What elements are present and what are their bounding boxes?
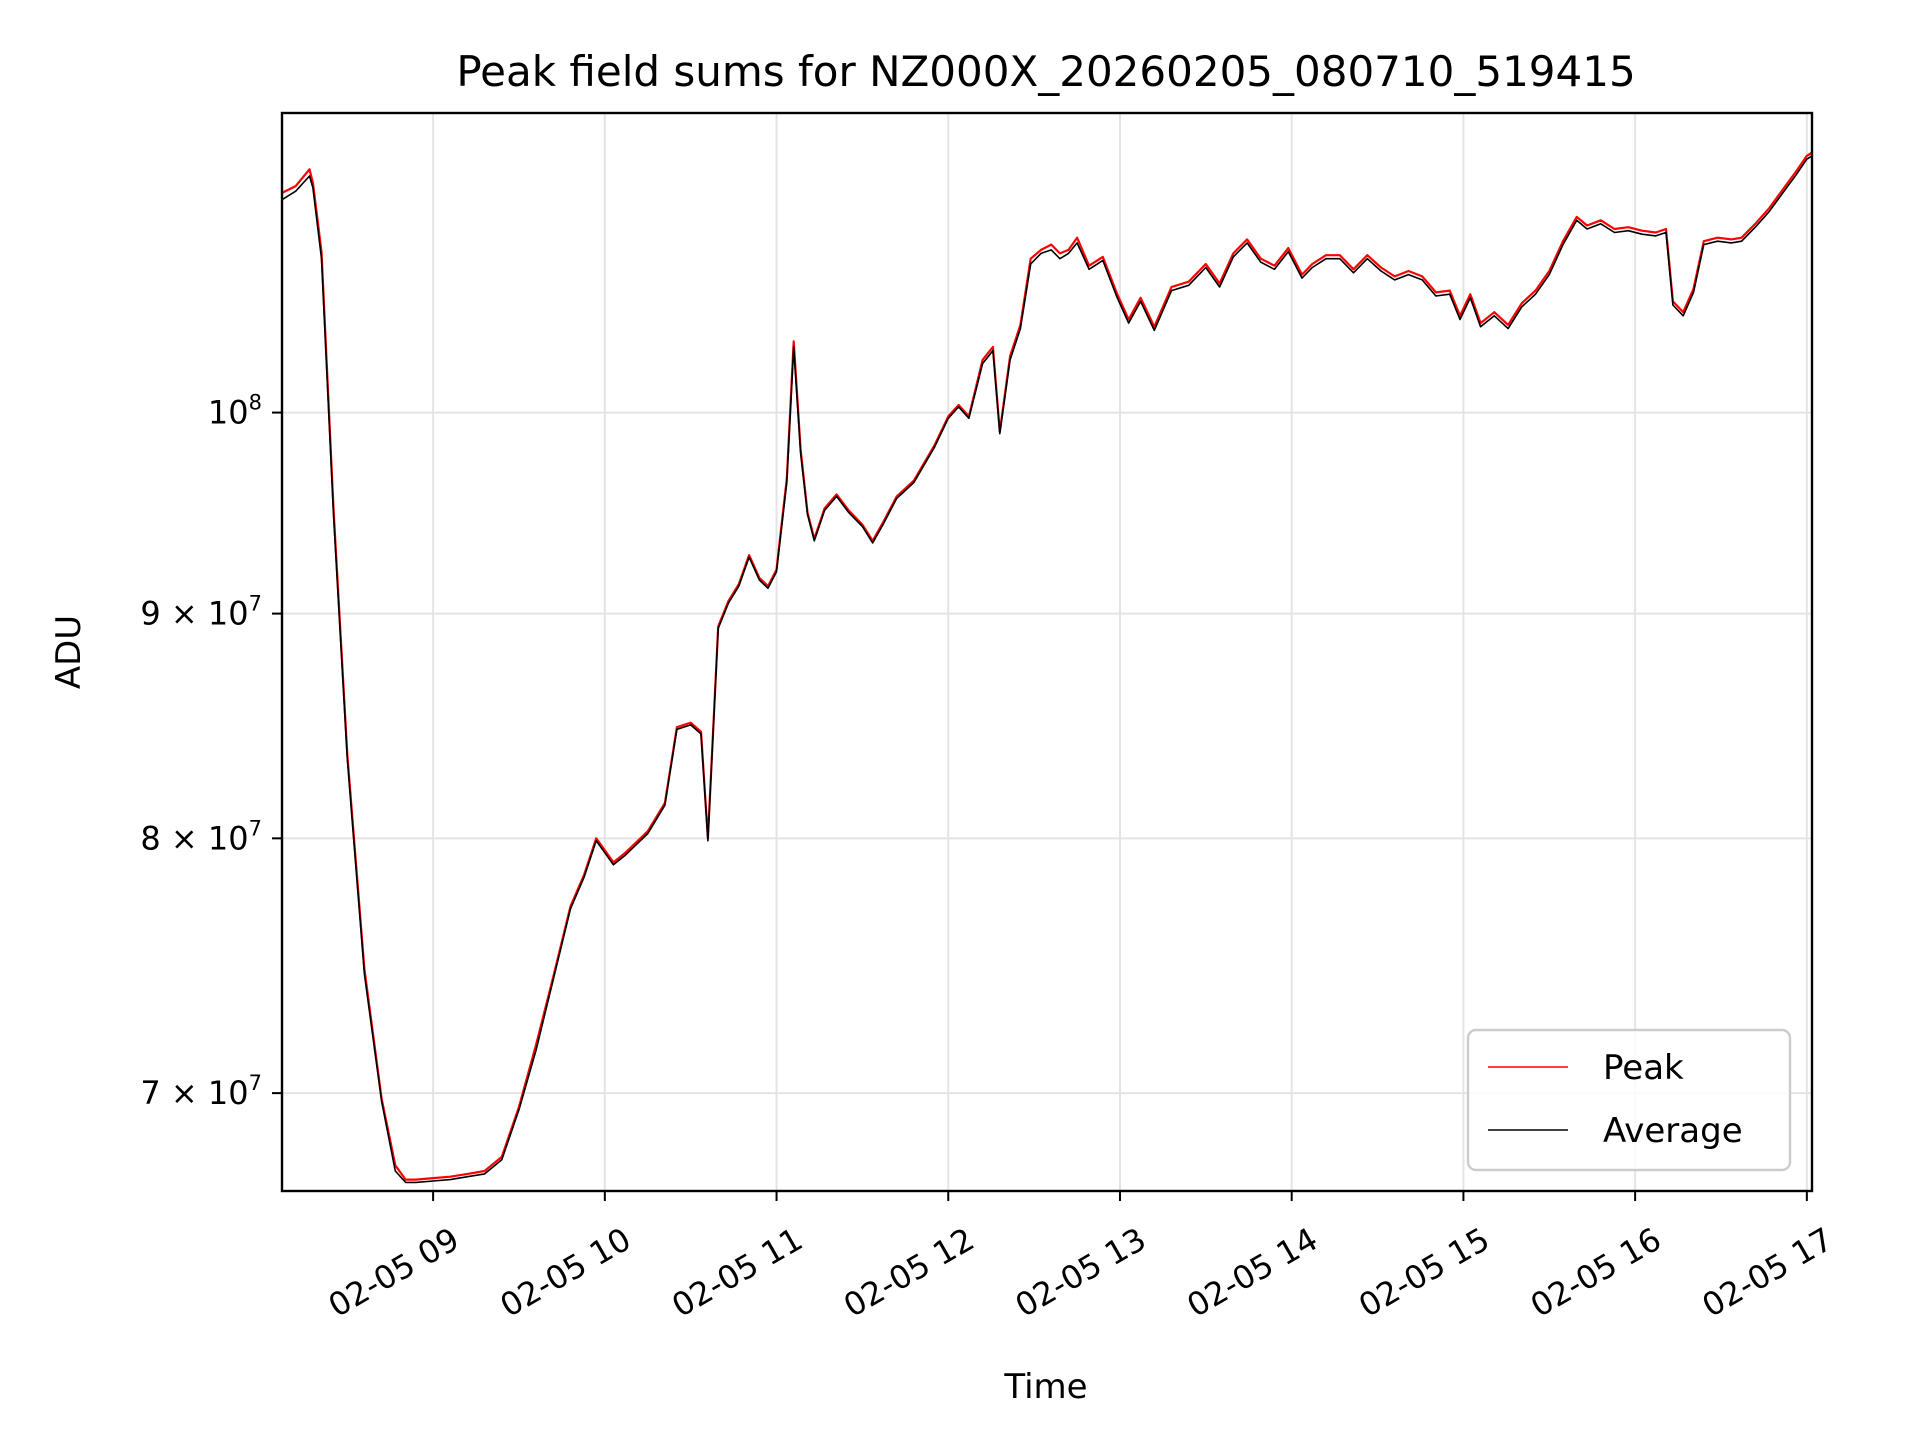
legend: Peak Average	[1466, 1028, 1792, 1172]
y-tick-exponent: 7	[249, 592, 262, 616]
legend-box	[1466, 1028, 1792, 1172]
y-tick-base: 7 × 10	[140, 1074, 248, 1112]
y-tick-exponent: 8	[249, 391, 262, 415]
series-line-peak	[282, 151, 1812, 1181]
legend-label-peak: Peak	[1603, 1048, 1684, 1088]
y-tick-exponent: 7	[249, 1071, 262, 1095]
y-tick-label: 8 × 107	[140, 816, 262, 857]
plot-frame	[280, 111, 1814, 1193]
y-axis-label: ADU	[49, 615, 89, 689]
y-tick-label: 7 × 107	[140, 1071, 262, 1112]
y-tick-base: 9 × 10	[140, 595, 248, 633]
y-tick-base: 8 × 10	[140, 819, 248, 857]
y-tick-base: 10	[208, 394, 249, 432]
legend-label-average: Average	[1603, 1111, 1743, 1151]
y-tick-exponent: 7	[249, 816, 262, 840]
x-axis-label: Time	[1003, 1367, 1087, 1407]
chart-title: Peak field sums for NZ000X_20260205_0807…	[456, 47, 1635, 96]
y-tick-label: 108	[208, 391, 262, 432]
series-line-average	[282, 155, 1812, 1184]
y-tick-label: 9 × 107	[140, 592, 262, 633]
plot-series	[282, 151, 1812, 1184]
